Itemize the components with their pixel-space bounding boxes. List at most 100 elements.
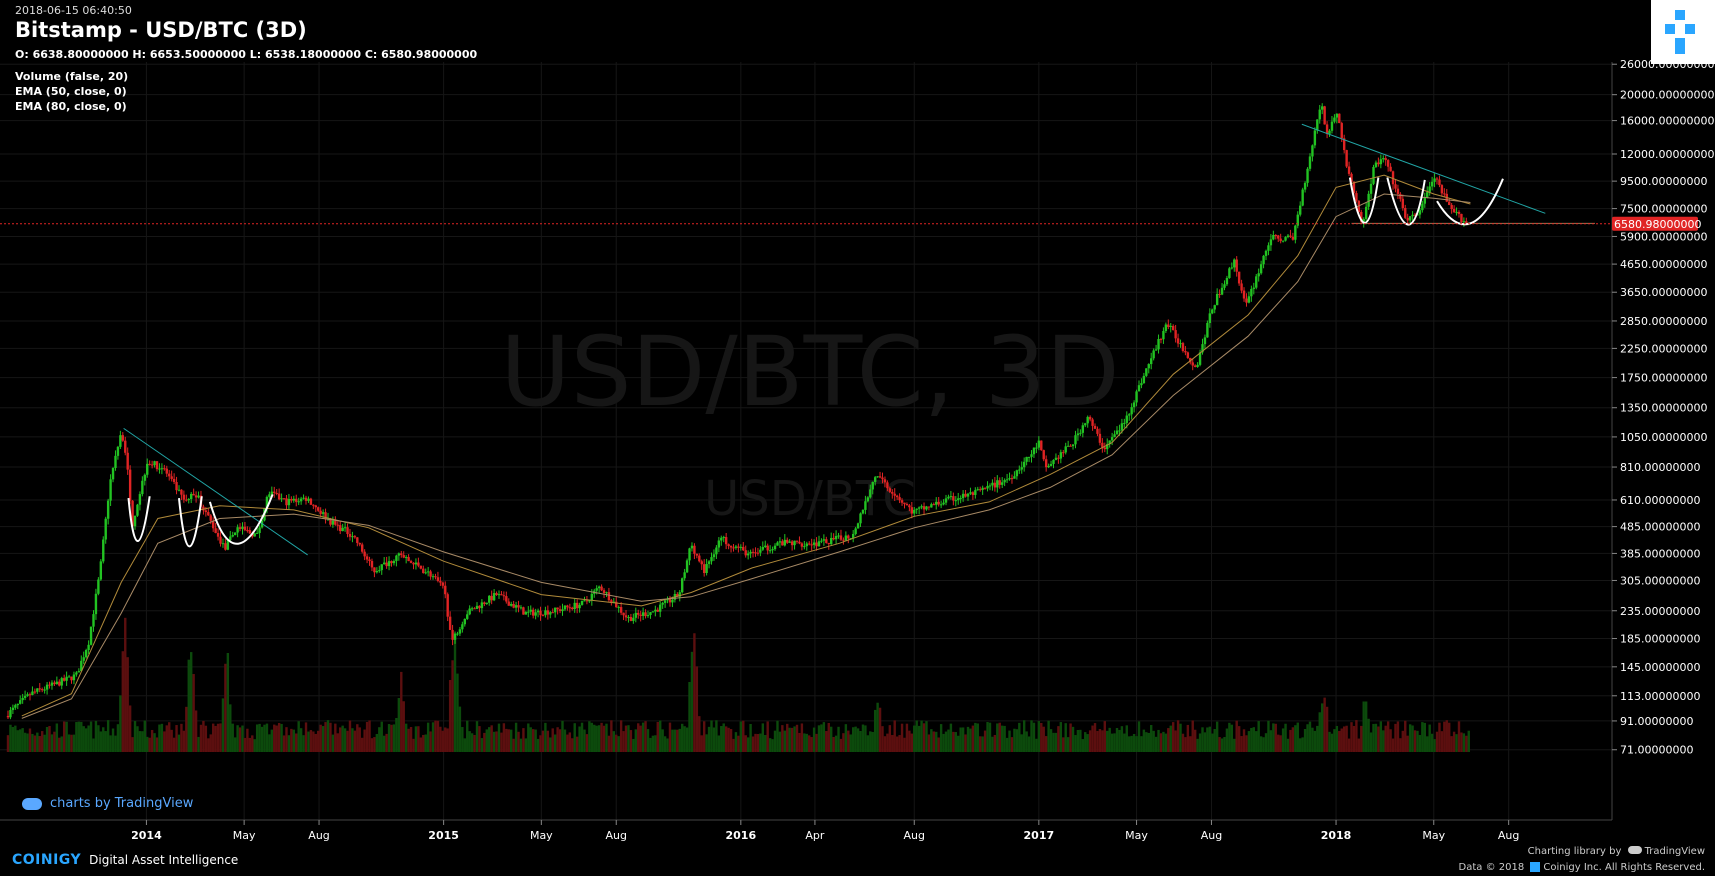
volume-bar bbox=[307, 731, 310, 752]
candle-body bbox=[558, 609, 562, 612]
candle-body bbox=[539, 610, 542, 616]
candle-body bbox=[1228, 268, 1231, 278]
x-tick-label: Apr bbox=[805, 829, 825, 842]
candle-body bbox=[150, 464, 154, 466]
volume-bar bbox=[23, 732, 27, 752]
candle-body bbox=[185, 499, 188, 501]
volume-bar bbox=[1408, 724, 1412, 752]
candle-body bbox=[80, 660, 83, 672]
volume-bar bbox=[89, 721, 93, 752]
candle-body bbox=[1005, 479, 1009, 481]
volume-bar bbox=[424, 734, 427, 752]
pattern-curve bbox=[1386, 177, 1426, 226]
candle-body bbox=[1135, 391, 1138, 403]
volume-bar bbox=[925, 721, 928, 752]
candle-body bbox=[258, 527, 261, 533]
candle-body bbox=[1215, 293, 1219, 306]
candle-body bbox=[656, 609, 659, 612]
candle-body bbox=[756, 552, 760, 554]
volume-bar bbox=[522, 728, 525, 752]
volume-bar bbox=[1255, 731, 1258, 752]
volume-bar bbox=[1418, 735, 1422, 752]
candle-body bbox=[102, 539, 105, 562]
volume-bar bbox=[319, 724, 322, 752]
candle-body bbox=[339, 525, 342, 532]
candle-body bbox=[913, 509, 916, 514]
tradingview-link[interactable]: charts by TradingView bbox=[22, 796, 193, 811]
candle-body bbox=[531, 609, 535, 616]
candle-body bbox=[668, 598, 672, 603]
candle-body bbox=[1411, 214, 1414, 217]
indicator-ema-50[interactable]: EMA (50, close, 0) bbox=[15, 85, 127, 98]
volume-bar bbox=[959, 727, 962, 752]
charting-by-label: Charting library by bbox=[1527, 846, 1622, 857]
candle-body bbox=[1233, 259, 1236, 268]
candle-body bbox=[1391, 171, 1395, 185]
candle-body bbox=[1291, 236, 1295, 240]
candle-body bbox=[1406, 217, 1409, 221]
candle-body bbox=[255, 532, 259, 534]
tradingview-credit[interactable]: TradingView bbox=[1644, 846, 1705, 857]
volume-bar bbox=[505, 728, 508, 752]
candle-body bbox=[89, 626, 93, 645]
volume-bar bbox=[334, 723, 337, 752]
indicator-volume[interactable]: Volume (false, 20) bbox=[15, 70, 129, 83]
candle-body bbox=[1355, 193, 1358, 201]
volume-bar bbox=[966, 726, 970, 752]
candle-body bbox=[1340, 123, 1343, 139]
candle-body bbox=[1352, 181, 1356, 194]
volume-bar bbox=[50, 734, 54, 752]
x-tick-label: May bbox=[233, 829, 256, 842]
volume-bar bbox=[944, 731, 948, 752]
candle-body bbox=[131, 500, 134, 527]
volume-bar bbox=[1428, 724, 1431, 752]
volume-bar bbox=[810, 737, 813, 752]
candle-body bbox=[905, 503, 909, 506]
volume-bar bbox=[922, 723, 926, 752]
volume-bar bbox=[412, 738, 415, 752]
volume-bar bbox=[456, 673, 459, 752]
volume-bar bbox=[1269, 730, 1273, 752]
candle-body bbox=[927, 506, 931, 508]
volume-bar bbox=[248, 737, 252, 752]
candle-body bbox=[187, 499, 190, 501]
volume-bar bbox=[839, 738, 843, 752]
candle-body bbox=[412, 562, 415, 565]
indicator-ema-80[interactable]: EMA (80, close, 0) bbox=[15, 100, 127, 113]
candle-body bbox=[275, 493, 278, 495]
volume-bar bbox=[158, 724, 161, 752]
x-tick-label: 2017 bbox=[1024, 829, 1055, 842]
candle-body bbox=[77, 671, 81, 673]
volume-bar bbox=[258, 723, 261, 752]
volume-bar bbox=[898, 735, 901, 752]
candle-body bbox=[1247, 296, 1251, 303]
candle-body bbox=[688, 548, 691, 561]
candle-body bbox=[1269, 239, 1273, 246]
volume-bar bbox=[903, 737, 906, 752]
ohlc-readout: O: 6638.80000000 H: 6653.50000000 L: 653… bbox=[15, 48, 478, 61]
volume-bar bbox=[170, 729, 173, 752]
volume-bar bbox=[370, 738, 374, 752]
candle-body bbox=[224, 543, 227, 550]
volume-bar bbox=[1333, 729, 1336, 752]
volume-bar bbox=[1320, 703, 1324, 752]
y-tick-label: 385.00000000 bbox=[1620, 547, 1700, 560]
candle-body bbox=[422, 568, 425, 573]
volume-bar bbox=[400, 671, 403, 752]
candle-body bbox=[815, 542, 818, 547]
candle-body bbox=[497, 594, 501, 596]
volume-bar bbox=[514, 722, 518, 752]
volume-bar bbox=[1035, 738, 1038, 752]
candle-body bbox=[402, 555, 405, 558]
candle-body bbox=[649, 612, 652, 615]
candle-body bbox=[1213, 305, 1216, 310]
candle-body bbox=[1308, 156, 1312, 169]
volume-bar bbox=[715, 720, 718, 752]
candle-body bbox=[974, 490, 977, 495]
volume-bar bbox=[749, 723, 752, 752]
candle-body bbox=[336, 524, 339, 526]
volume-bar bbox=[742, 720, 745, 752]
candle-body bbox=[966, 493, 970, 497]
volume-bar bbox=[1413, 730, 1417, 752]
